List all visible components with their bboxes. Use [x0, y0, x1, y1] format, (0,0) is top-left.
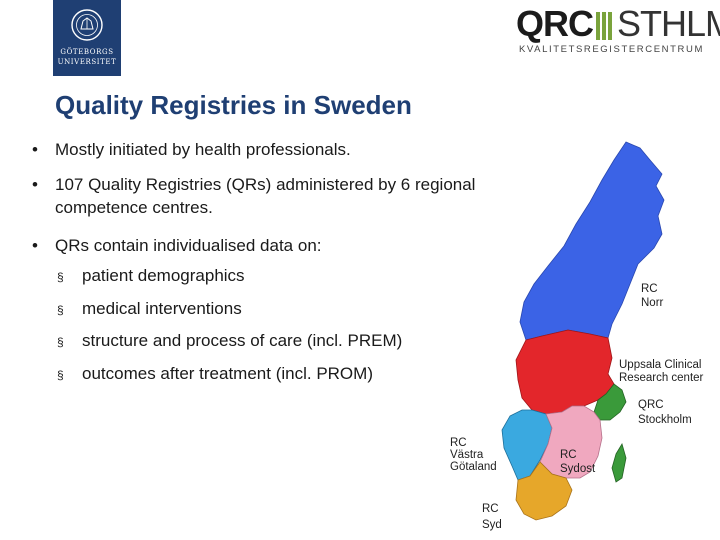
qrc-logo-light: STHLM — [617, 3, 720, 44]
bullet-marker: • — [32, 140, 38, 159]
sub-bullet-text: structure and process of care (incl. PRE… — [82, 331, 403, 350]
university-name-line1: GÖTEBORGS — [60, 48, 114, 56]
sub-bullet-marker: § — [57, 335, 64, 349]
university-seal-icon — [71, 9, 103, 41]
map-label-rc-norr: RC Norr — [641, 283, 664, 309]
sub-bullet-marker: § — [57, 303, 64, 317]
qrc-logo-subtitle: KVALITETSREGISTERCENTRUM — [519, 44, 704, 55]
qrc-sthlm-logo: QRC STHLM KVALITETSREGISTERCENTRUM — [516, 3, 720, 58]
map-region-rc-syd — [515, 461, 573, 521]
map-label-qrc-stockholm: QRC Stockholm — [638, 399, 692, 426]
sub-bullet-item: § structure and process of care (incl. PR… — [57, 329, 402, 354]
map-region-rc-sydost — [539, 405, 603, 479]
university-logo: GÖTEBORGS UNIVERSITET — [53, 0, 121, 76]
bullet-text: 107 Quality Registries (QRs) administere… — [55, 175, 476, 217]
bullet-marker: • — [32, 175, 38, 194]
qrc-logo-bars — [596, 10, 614, 46]
sub-bullet-text: outcomes after treatment (incl. PROM) — [82, 364, 373, 383]
qrc-logo-bold: QRC — [516, 3, 594, 44]
sub-bullet-marker: § — [57, 270, 64, 284]
slide-title: Quality Registries in Sweden — [55, 90, 412, 120]
map-region-rc-vastra-gotaland — [501, 409, 553, 481]
sub-bullet-marker: § — [57, 368, 64, 382]
sweden-regions-map: RC Norr Uppsala Clinical Research center Q… — [450, 141, 704, 531]
sub-bullet-item: § outcomes after treatment (incl. PROM) — [57, 362, 373, 387]
university-name-line2: UNIVERSITET — [57, 58, 117, 66]
map-label-rc-vastra-gotaland: RC Västra Götaland — [450, 437, 497, 473]
map-region-gotland — [611, 443, 627, 483]
sub-bullet-text: patient demographics — [82, 266, 245, 285]
bullet-item: • 107 Quality Registries (QRs) administe… — [32, 173, 495, 219]
sub-bullet-item: § medical interventions — [57, 297, 242, 322]
map-label-rc-syd: RC Syd — [482, 503, 502, 531]
map-label-uppsala: Uppsala Clinical Research center — [619, 359, 704, 384]
sub-bullet-text: medical interventions — [82, 299, 242, 318]
map-region-rc-norr — [519, 141, 665, 341]
sub-bullet-item: § patient demographics — [57, 264, 245, 289]
bullet-marker: • — [32, 236, 38, 255]
bullet-item: • QRs contain individualised data on: — [32, 234, 322, 257]
bullet-text: QRs contain individualised data on: — [55, 236, 322, 255]
bullet-item: • Mostly initiated by health professiona… — [32, 138, 351, 161]
map-label-rc-sydost: RC Sydost — [560, 449, 596, 475]
bullet-text: Mostly initiated by health professionals… — [55, 140, 351, 159]
